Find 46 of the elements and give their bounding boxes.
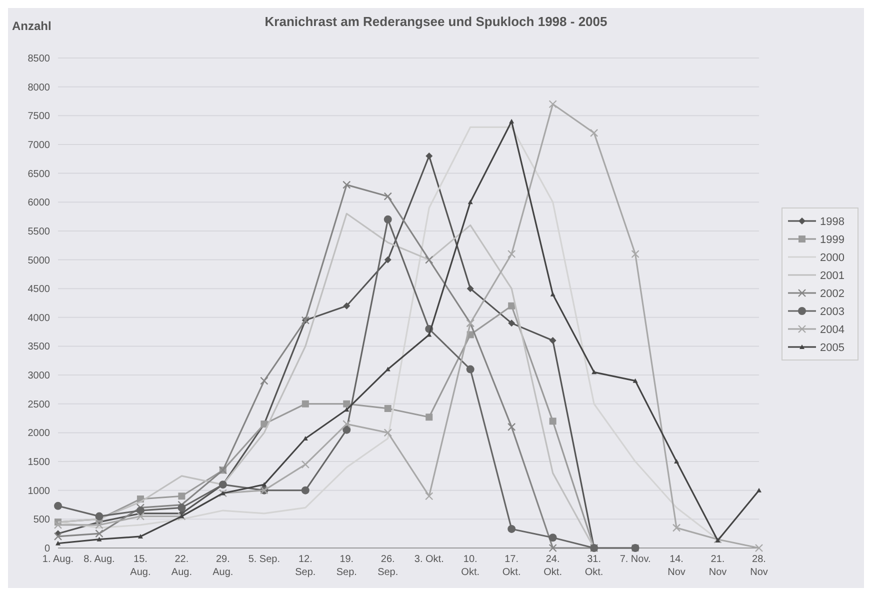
y-tick-label: 4500 — [28, 284, 50, 296]
x-tick-label: 10. Okt. — [461, 554, 480, 578]
legend-label: 2001 — [820, 270, 844, 282]
x-tick-label: 26. Sep. — [378, 554, 398, 578]
x-tick-label: 19. Sep. — [336, 554, 357, 578]
chart-title: Kranichrast am Rederangsee und Spukloch 1998 - 2005 — [264, 14, 608, 29]
y-tick-label: 0 — [44, 544, 50, 554]
x-tick-label: 5. Sep. — [248, 554, 280, 565]
x-tick-label: 7. Nov. — [620, 554, 651, 565]
y-tick-label: 1000 — [28, 486, 50, 497]
x-tick-label: 28. Nov — [750, 554, 768, 578]
y-tick-label: 6000 — [28, 198, 50, 209]
y-tick-label: 7000 — [28, 140, 50, 151]
y-tick-label: 7500 — [28, 111, 50, 122]
y-tick-label: 1500 — [28, 457, 50, 468]
y-tick-label: 3000 — [28, 370, 50, 382]
legend-label: 2005 — [820, 342, 844, 354]
x-tick-label: 3. Okt. — [414, 554, 444, 565]
legend-label: 2000 — [820, 252, 844, 264]
y-tick-label: 8000 — [28, 82, 50, 94]
y-tick-label: 3500 — [28, 342, 50, 353]
x-tick-label: 15. Aug. — [130, 554, 151, 578]
y-tick-label: 2500 — [28, 399, 50, 410]
x-tick-label: 21. Nov — [708, 554, 727, 578]
legend-label: 2003 — [820, 306, 844, 318]
y-axis-title: Anzahl — [12, 19, 52, 33]
y-tick-label: 2000 — [28, 428, 50, 440]
x-tick-label: 8. Aug. — [84, 554, 115, 565]
legend-label: 1998 — [820, 216, 844, 228]
x-tick-label: 14. Nov — [668, 554, 686, 578]
y-tick-label: 6500 — [28, 168, 50, 180]
legend-label: 2002 — [820, 288, 844, 300]
x-tick-label: 12. Sep. — [295, 554, 316, 578]
x-tick-label: 31. Okt. — [584, 554, 604, 578]
x-tick-label: 22. Aug. — [171, 554, 192, 578]
legend-label: 2004 — [820, 324, 844, 336]
x-tick-label: 29. Aug. — [212, 554, 234, 578]
y-tick-label: 5500 — [28, 226, 50, 238]
y-tick-label: 4000 — [28, 312, 50, 324]
x-tick-label: 1. Aug. — [42, 554, 74, 565]
legend-label: 1999 — [820, 234, 844, 246]
y-tick-label: 8500 — [28, 54, 50, 64]
x-tick-label: 17. Okt. — [502, 554, 521, 578]
y-tick-label: 5000 — [28, 255, 50, 266]
x-tick-label: 24. Okt. — [544, 554, 562, 578]
y-tick-label: 500 — [33, 514, 50, 526]
